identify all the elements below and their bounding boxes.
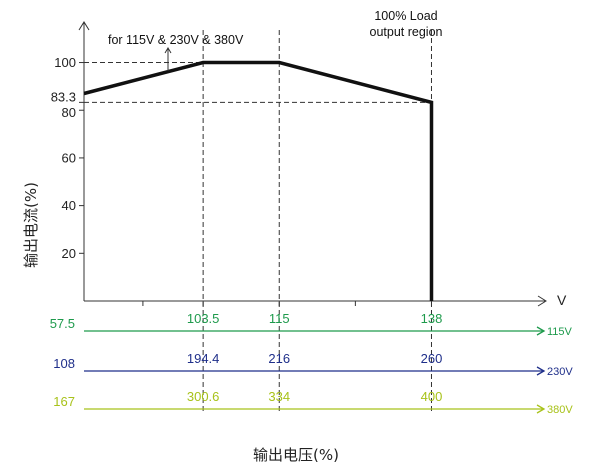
voltage-scale-230V: 108 194.4 216 260 230V bbox=[53, 351, 573, 378]
annotation-pointer-arrow bbox=[164, 47, 172, 54]
y-tick-label: 40 bbox=[62, 198, 76, 213]
voltage-scales: 57.5 103.5 115 138 115V 108 194.4 216 260 230V 167… bbox=[50, 311, 574, 416]
y-tick-label: 83.3 bbox=[51, 89, 76, 104]
y-tick-label: 20 bbox=[62, 246, 76, 261]
scale-name: 230V bbox=[547, 366, 573, 378]
scale-value: 260 bbox=[421, 351, 443, 366]
scale-start-value: 57.5 bbox=[50, 316, 75, 331]
voltage-scale-115V: 57.5 103.5 115 138 115V bbox=[50, 311, 573, 338]
y-tick-label: 60 bbox=[62, 150, 76, 165]
scale-value: 103.5 bbox=[187, 311, 220, 326]
voltage-scale-380V: 167 300.6 334 400 380V bbox=[53, 389, 573, 416]
scale-name: 380V bbox=[547, 404, 573, 416]
annotation-load-line1: 100% Load bbox=[374, 9, 437, 23]
scale-value: 138 bbox=[421, 311, 443, 326]
y-tick-label: 100 bbox=[54, 55, 76, 70]
y-axis-title: 输出电流(%) bbox=[22, 182, 40, 268]
y-tick-label: 80 bbox=[62, 105, 76, 120]
annotation-load-line2: output region bbox=[370, 25, 443, 39]
scale-start-value: 167 bbox=[53, 394, 75, 409]
y-axis-arrow bbox=[78, 21, 90, 31]
x-axis-title: 输出电压(%) bbox=[253, 446, 339, 464]
scale-value: 400 bbox=[421, 389, 443, 404]
x-axis-arrow bbox=[537, 295, 547, 307]
x-unit-label: V bbox=[557, 292, 567, 308]
scale-name: 115V bbox=[547, 326, 573, 338]
x-ticks bbox=[142, 301, 432, 306]
scale-value: 216 bbox=[268, 351, 290, 366]
scale-arrow bbox=[536, 326, 546, 336]
scale-value: 194.4 bbox=[187, 351, 220, 366]
scale-value: 115 bbox=[269, 311, 290, 326]
scale-value: 300.6 bbox=[187, 389, 220, 404]
annotation-all-voltages: for 115V & 230V & 380V bbox=[108, 33, 244, 47]
scale-arrow bbox=[536, 366, 546, 376]
scale-start-value: 108 bbox=[53, 356, 75, 371]
derating-curve bbox=[83, 60, 434, 301]
scale-value: 334 bbox=[268, 389, 290, 404]
scale-arrow bbox=[536, 404, 546, 414]
